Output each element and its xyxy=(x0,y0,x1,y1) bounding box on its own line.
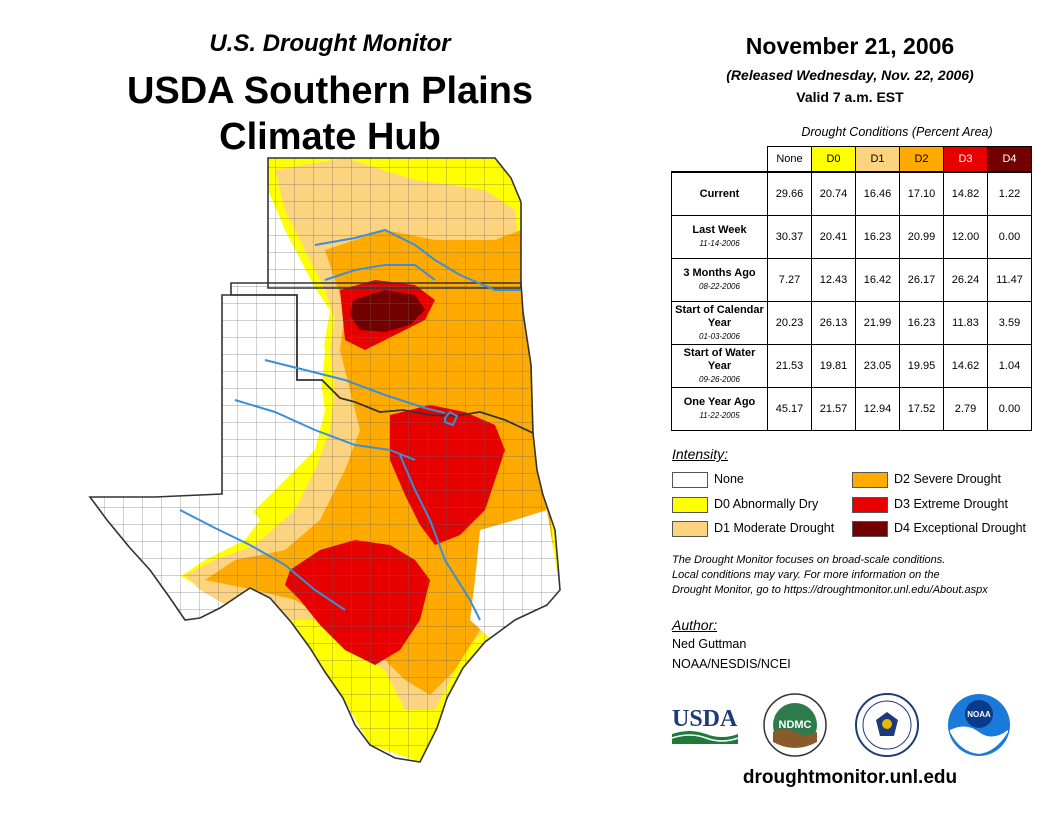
table-cell: 3.59 xyxy=(987,301,1032,345)
table-cell: 19.81 xyxy=(811,344,856,388)
legend-item-none: None xyxy=(672,470,744,488)
author-organization: NOAA/NESDIS/NCEI xyxy=(672,657,791,671)
note-line: The Drought Monitor focuses on broad-sca… xyxy=(672,554,946,566)
svg-text:NOAA: NOAA xyxy=(967,710,991,719)
table-cell: 12.94 xyxy=(855,387,900,431)
legend-swatch xyxy=(852,496,888,513)
legend-swatch xyxy=(672,496,708,513)
map-date: November 21, 2006 xyxy=(745,33,955,59)
col-header-d2: D2 xyxy=(899,146,944,173)
usda-logo-icon: USDA xyxy=(671,706,739,744)
col-header-d1: D1 xyxy=(855,146,900,173)
table-cell: 17.52 xyxy=(899,387,944,431)
table-cell: 20.23 xyxy=(767,301,812,345)
table-cell: 26.13 xyxy=(811,301,856,345)
footer-url[interactable]: droughtmonitor.unl.edu xyxy=(742,767,958,788)
rivers xyxy=(179,228,521,621)
table-cell: 26.17 xyxy=(899,258,944,302)
table-cell: 16.42 xyxy=(855,258,900,302)
table-cell: 12.00 xyxy=(943,215,988,259)
svg-text:USDA: USDA xyxy=(672,706,738,732)
table-cell: 16.23 xyxy=(855,215,900,259)
drought-monitor-note: The Drought Monitor focuses on broad-sca… xyxy=(672,553,1042,598)
title-line-1: USDA Southern Plains xyxy=(126,70,534,112)
table-cell: 29.66 xyxy=(767,171,812,216)
table-cell: 20.99 xyxy=(899,215,944,259)
table-cell: 11.47 xyxy=(987,258,1032,302)
table-cell: 19.95 xyxy=(899,344,944,388)
ndmc-logo-icon: NDMC xyxy=(763,693,827,757)
legend-item-d1: D1 Moderate Drought xyxy=(672,519,834,537)
col-header-d0: D0 xyxy=(811,146,856,173)
row-label-one-year-ago: One Year Ago 11-22-2005 xyxy=(671,387,768,431)
table-cell: 16.46 xyxy=(855,171,900,216)
row-label-current: Current xyxy=(671,171,768,216)
commerce-seal-icon xyxy=(855,693,919,757)
table-cell: 1.22 xyxy=(987,171,1032,216)
table-cell: 30.37 xyxy=(767,215,812,259)
col-header-d4: D4 xyxy=(987,146,1032,173)
table-row: Current 29.66 20.74 16.46 17.10 14.82 1.… xyxy=(671,171,1032,216)
note-line: Local conditions may vary. For more info… xyxy=(672,569,940,581)
author-name: Ned Guttman xyxy=(672,637,747,651)
row-label-last-week: Last Week 11-14-2006 xyxy=(671,215,768,259)
legend-swatch xyxy=(672,471,708,488)
legend-swatch xyxy=(852,471,888,488)
table-cell: 14.82 xyxy=(943,171,988,216)
table-cell: 17.10 xyxy=(899,171,944,216)
table-cell: 1.04 xyxy=(987,344,1032,388)
table-cell: 20.41 xyxy=(811,215,856,259)
legend-swatch xyxy=(672,520,708,537)
release-date: (Released Wednesday, Nov. 22, 2006) xyxy=(726,67,974,83)
noaa-logo-icon: NOAA xyxy=(948,694,1010,756)
legend-item-d4: D4 Exceptional Drought xyxy=(852,519,1026,537)
legend-item-d2: D2 Severe Drought xyxy=(852,470,1001,488)
table-row: 3 Months Ago 08-22-2006 7.27 12.43 16.42 … xyxy=(671,258,1032,302)
drought-map xyxy=(89,157,561,763)
legend-item-d3: D3 Extreme Drought xyxy=(852,495,1008,513)
note-line: Drought Monitor, go to https://droughtmo… xyxy=(672,584,988,596)
map-title: USDA Southern Plains Climate Hub xyxy=(60,68,600,160)
table-cell: 21.99 xyxy=(855,301,900,345)
table-cell: 0.00 xyxy=(987,387,1032,431)
row-label-start-water-year: Start of Water Year 09-26-2006 xyxy=(671,344,768,388)
table-cell: 21.57 xyxy=(811,387,856,431)
svg-text:NDMC: NDMC xyxy=(779,719,812,731)
col-header-d3: D3 xyxy=(943,146,988,173)
author-heading: Author: xyxy=(672,617,718,633)
table-row: Last Week 11-14-2006 30.37 20.41 16.23 20… xyxy=(671,215,1032,259)
table-cell: 7.27 xyxy=(767,258,812,302)
drought-conditions-table: None D0 D1 D2 D3 D4 Current 29.66 20.74 … xyxy=(671,146,1032,431)
row-label-3-months-ago: 3 Months Ago 08-22-2006 xyxy=(671,258,768,302)
legend-title: Intensity: xyxy=(672,446,729,462)
table-cell: 11.83 xyxy=(943,301,988,345)
table-row: Start of Water Year 09-26-2006 21.53 19.8… xyxy=(671,344,1032,388)
table-cell: 2.79 xyxy=(943,387,988,431)
map-subtitle: U.S. Drought Monitor xyxy=(209,30,451,57)
table-cell: 26.24 xyxy=(943,258,988,302)
table-cell: 20.74 xyxy=(811,171,856,216)
table-cell: 12.43 xyxy=(811,258,856,302)
table-cell: 21.53 xyxy=(767,344,812,388)
table-cell: 23.05 xyxy=(855,344,900,388)
table-cell: 14.62 xyxy=(943,344,988,388)
legend-item-d0: D0 Abnormally Dry xyxy=(672,495,818,513)
table-cell: 0.00 xyxy=(987,215,1032,259)
valid-time: Valid 7 a.m. EST xyxy=(796,89,904,105)
legend-swatch xyxy=(852,520,888,537)
table-caption: Drought Conditions (Percent Area) xyxy=(801,125,993,139)
table-row: Start of Calendar Year 01-03-2006 20.23 2… xyxy=(671,301,1032,345)
table-cell: 16.23 xyxy=(899,301,944,345)
table-row: One Year Ago 11-22-2005 45.17 21.57 12.94… xyxy=(671,387,1032,431)
row-label-start-calendar-year: Start of Calendar Year 01-03-2006 xyxy=(671,301,768,345)
col-header-none: None xyxy=(767,146,812,173)
title-line-2: Climate Hub xyxy=(219,116,441,158)
table-cell: 45.17 xyxy=(767,387,812,431)
